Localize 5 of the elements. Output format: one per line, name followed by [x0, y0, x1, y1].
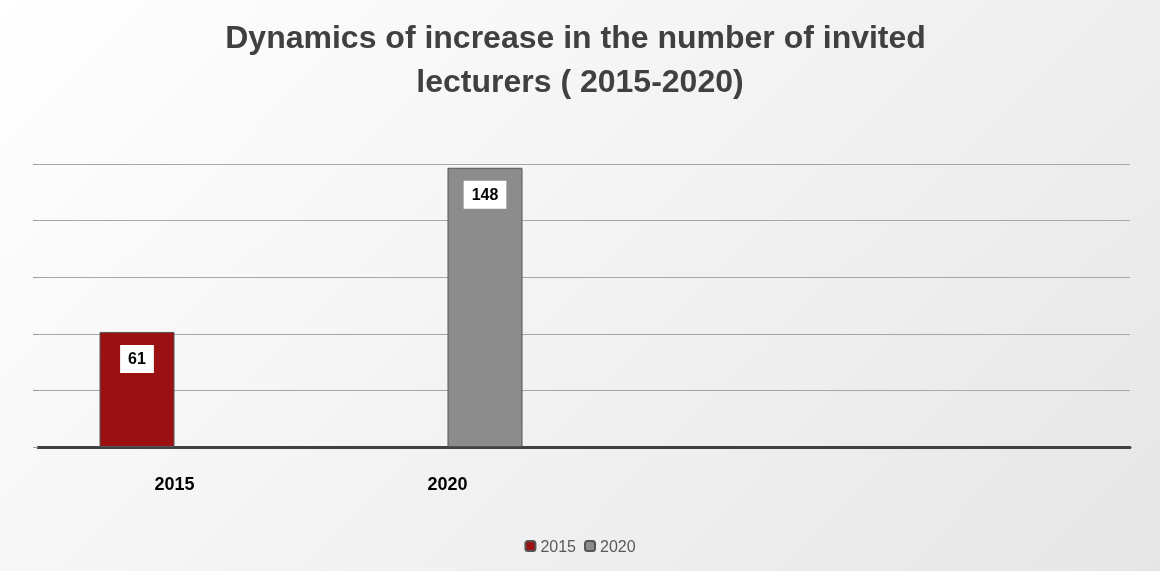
chart-title: Dynamics of increase in the number of invited lecturers ( 2015-2020) — [225, 19, 935, 99]
data-label: 61 — [128, 350, 146, 368]
legend-label: 2020 — [600, 537, 636, 555]
legend-label: 2015 — [540, 537, 577, 555]
data-label: 148 — [471, 186, 499, 204]
